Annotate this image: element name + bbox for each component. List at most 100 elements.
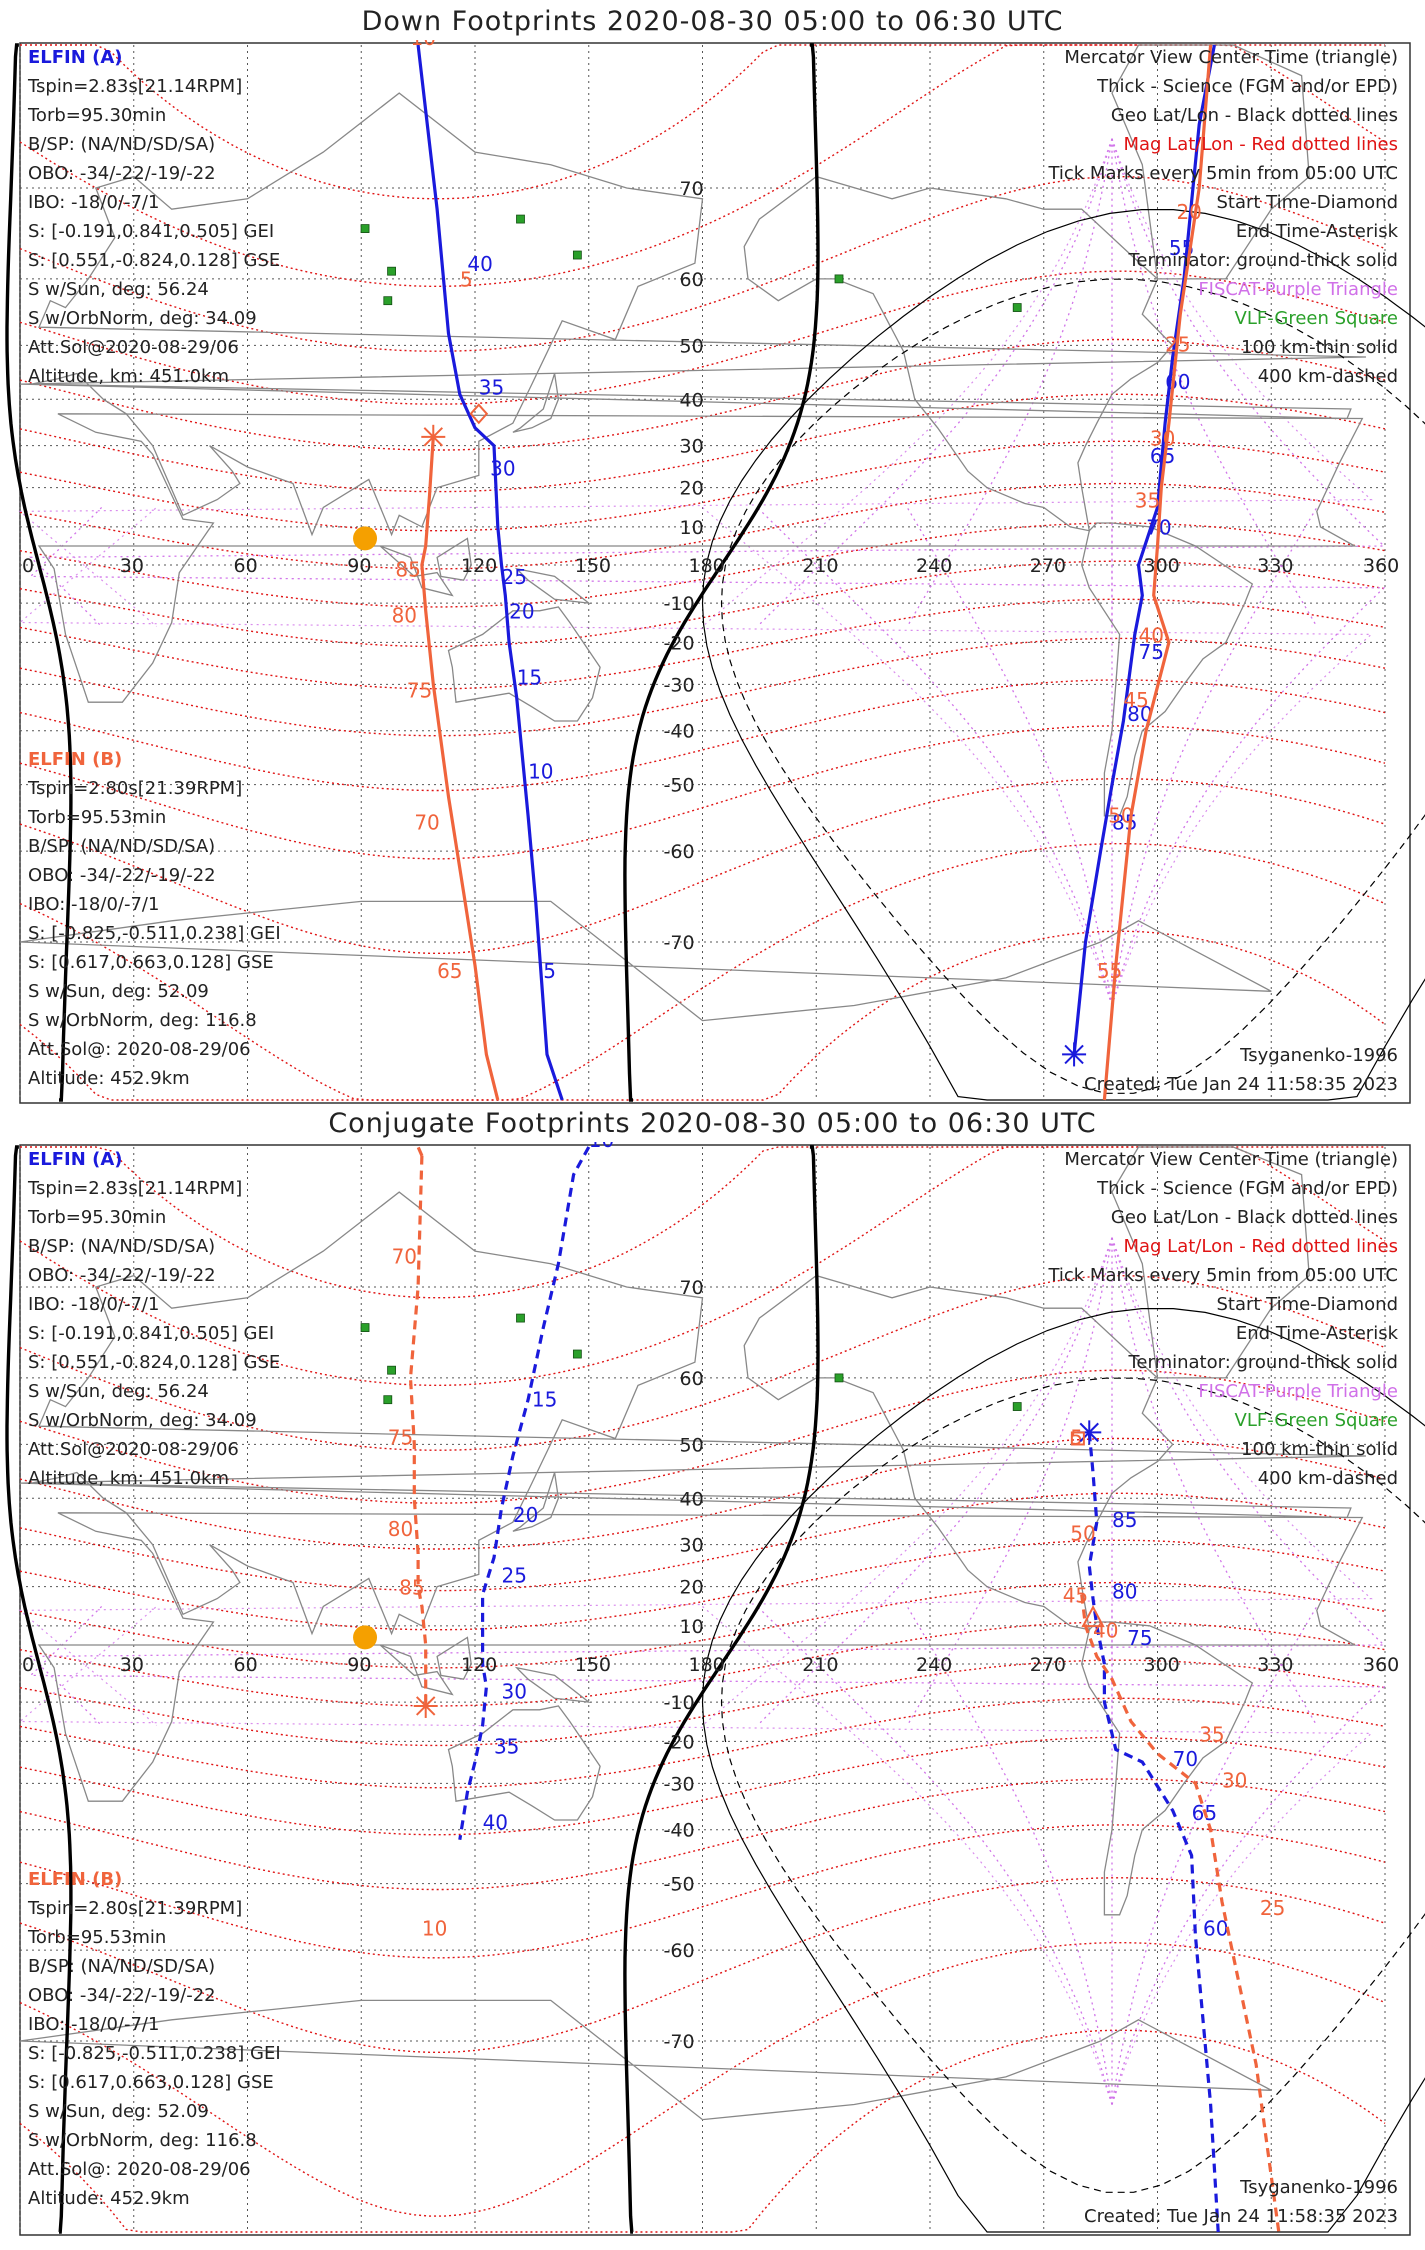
down-footprints-map: 4035302520151055560657075808510585807570… — [5, 40, 1425, 1104]
elfin-b-info-line: S: [0.617,0.663,0.128] GSE — [28, 952, 274, 973]
land-outline — [1081, 522, 1254, 817]
elfin-a-info-line: S w/OrbNorm, deg: 34.09 — [28, 308, 257, 329]
mag-latitude-line — [19, 1621, 1386, 1707]
continent-outlines — [19, 44, 1367, 1022]
footprint-track — [1102, 44, 1213, 1101]
lat-tick-label: 60 — [680, 1368, 704, 1390]
conjugate-footprints-map: 1015202530354085807570656070758085105504… — [5, 1142, 1425, 2236]
legend-item: Geo Lat/Lon - Black dotted lines — [1111, 1207, 1398, 1228]
lat-tick-label: -70 — [664, 932, 695, 954]
lat-tick-label: 20 — [680, 1577, 704, 1599]
mag-latitude-line — [19, 1659, 1386, 1747]
elfin-a-title: ELFIN (A) — [28, 47, 122, 68]
mag-latitude-line — [19, 1824, 1386, 1959]
track-tick-label: 85 — [395, 557, 420, 581]
track-tick-label: 80 — [392, 604, 417, 628]
info-text: ELFIN (A) Tspin=2.83s[21.14RPM] Torb=95.30… — [27, 1149, 1399, 2227]
track-tick-label: 20 — [513, 1503, 538, 1527]
terminator-400km — [720, 278, 1425, 1094]
legend-item: End Time-Asterisk — [1236, 1323, 1399, 1344]
land-outline — [1081, 1621, 1254, 1916]
elfin-b-info-line: S: [0.617,0.663,0.128] GSE — [28, 2072, 274, 2093]
lat-tick-label: 30 — [680, 1535, 704, 1557]
lat-tick-label: 60 — [680, 269, 704, 291]
track-tick-label: 25 — [1165, 332, 1190, 356]
elfin-a-info-line: IBO: -18/0/-7/1 — [28, 192, 159, 213]
mag-latitude-line — [19, 1369, 1386, 1504]
elfin-a-info-line: S: [-0.191,0.841,0.505] GEI — [28, 1323, 274, 1344]
land-outline — [37, 413, 1364, 703]
track-tick-label: 10 — [411, 40, 436, 50]
vlf-site-square — [383, 296, 393, 306]
track-tick-label: 80 — [1112, 1580, 1137, 1604]
mag-longitude-line — [29, 138, 1386, 627]
elfin-a-info-line: B/SP: (NA/ND/SD/SA) — [28, 1236, 215, 1257]
track-tick-label: 75 — [407, 679, 432, 703]
track-tick-label: 40 — [1093, 1618, 1118, 1642]
lat-tick-label: -50 — [664, 775, 695, 797]
legend-item: 100 km-thin solid — [1241, 337, 1398, 358]
land-outline — [514, 567, 592, 604]
track-tick-label: 50 — [1070, 1521, 1095, 1545]
elfin-b-info-line: Altitude: 452.9km — [28, 2188, 190, 2209]
vlf-site-square — [834, 274, 844, 284]
footprint-tracks: 4035302520151055560657075808510585807570… — [392, 40, 1216, 1101]
lat-tick-label: -60 — [664, 1940, 695, 1962]
mag-latitude-line — [19, 1697, 1386, 1789]
track-tick-label: 50 — [1108, 803, 1133, 827]
elfin-b-info-line: Altitude: 452.9km — [28, 1068, 190, 1089]
mag-latitude-line — [19, 930, 1386, 1101]
created-label: Created: Tue Jan 24 11:58:35 2023 — [1084, 2206, 1398, 2227]
vlf-site-square — [383, 1395, 393, 1405]
sun-icon — [353, 526, 378, 551]
lon-tick-label: 300 — [1144, 1654, 1180, 1676]
lat-tick-label: -10 — [664, 1692, 695, 1714]
start-square — [1070, 1431, 1085, 1446]
vlf-site-square — [387, 1365, 396, 1375]
lon-tick-label: 120 — [461, 1654, 497, 1676]
elfin-a-info-line: Altitude, km: 451.0km — [28, 366, 229, 387]
track-tick-label: 5 — [460, 267, 473, 291]
track-tick-label: 35 — [479, 375, 504, 399]
lat-tick-label: -50 — [664, 1874, 695, 1896]
lon-tick-label: 150 — [575, 1654, 611, 1676]
lat-tick-label: -30 — [664, 1773, 695, 1795]
track-tick-label: 30 — [1150, 427, 1175, 451]
start-diamond — [469, 403, 489, 425]
elfin-b-info-line: S w/Sun, deg: 52.09 — [28, 2101, 209, 2122]
track-tick-label: 5 — [543, 959, 556, 983]
lon-tick-label: 90 — [347, 1654, 371, 1676]
legend-item: Thick - Science (FGM and/or EPD) — [1096, 1178, 1398, 1199]
terminator-east — [5, 1145, 73, 2234]
track-tick-label: 45 — [1123, 688, 1148, 712]
vlf-site-square — [572, 250, 582, 260]
lon-tick-label: 180 — [689, 555, 725, 577]
footprint-track — [420, 436, 500, 1101]
mag-longitude-line — [702, 1237, 1113, 1726]
land-outline — [19, 900, 1272, 1022]
track-tick-label: 55 — [1097, 959, 1122, 983]
elfin-a-info-line: Att.Sol@2020-08-29/06 — [28, 337, 239, 358]
elfin-b-info-line: Att.Sol@: 2020-08-29/06 — [28, 1039, 251, 1060]
lon-tick-label: 270 — [1030, 1654, 1066, 1676]
elfin-a-info-line: B/SP: (NA/ND/SD/SA) — [28, 134, 215, 155]
lon-tick-label: 300 — [1144, 555, 1180, 577]
track-tick-label: 25 — [502, 1564, 527, 1588]
mag-longitude-line — [1111, 138, 1318, 627]
mag-latitude-line — [19, 725, 1386, 860]
land-outline — [512, 373, 560, 433]
panel-title-down: Down Footprints 2020-08-30 05:00 to 06:3… — [361, 6, 1064, 37]
vlf-site-square — [834, 1373, 844, 1383]
terminator-lines — [5, 1145, 1425, 2234]
mag-latitude-line — [19, 1275, 1386, 1451]
track-tick-label: 40 — [1139, 623, 1164, 647]
footprint-track — [1087, 1432, 1220, 2233]
legend-item: FISCAT-Purple Triangle — [1198, 1381, 1398, 1402]
legend-item: Tick Marks every 5min from 05:00 UTC — [1047, 1265, 1398, 1286]
elfin-a-info-line: Altitude, km: 451.0km — [28, 1468, 229, 1489]
terminator-100km — [701, 1308, 1425, 2233]
track-tick-label: 85 — [1112, 810, 1137, 834]
land-outline — [1111, 44, 1310, 280]
mag-longitude-line — [18, 138, 1373, 627]
legend-item: Terminator: ground-thick solid — [1127, 1352, 1398, 1373]
